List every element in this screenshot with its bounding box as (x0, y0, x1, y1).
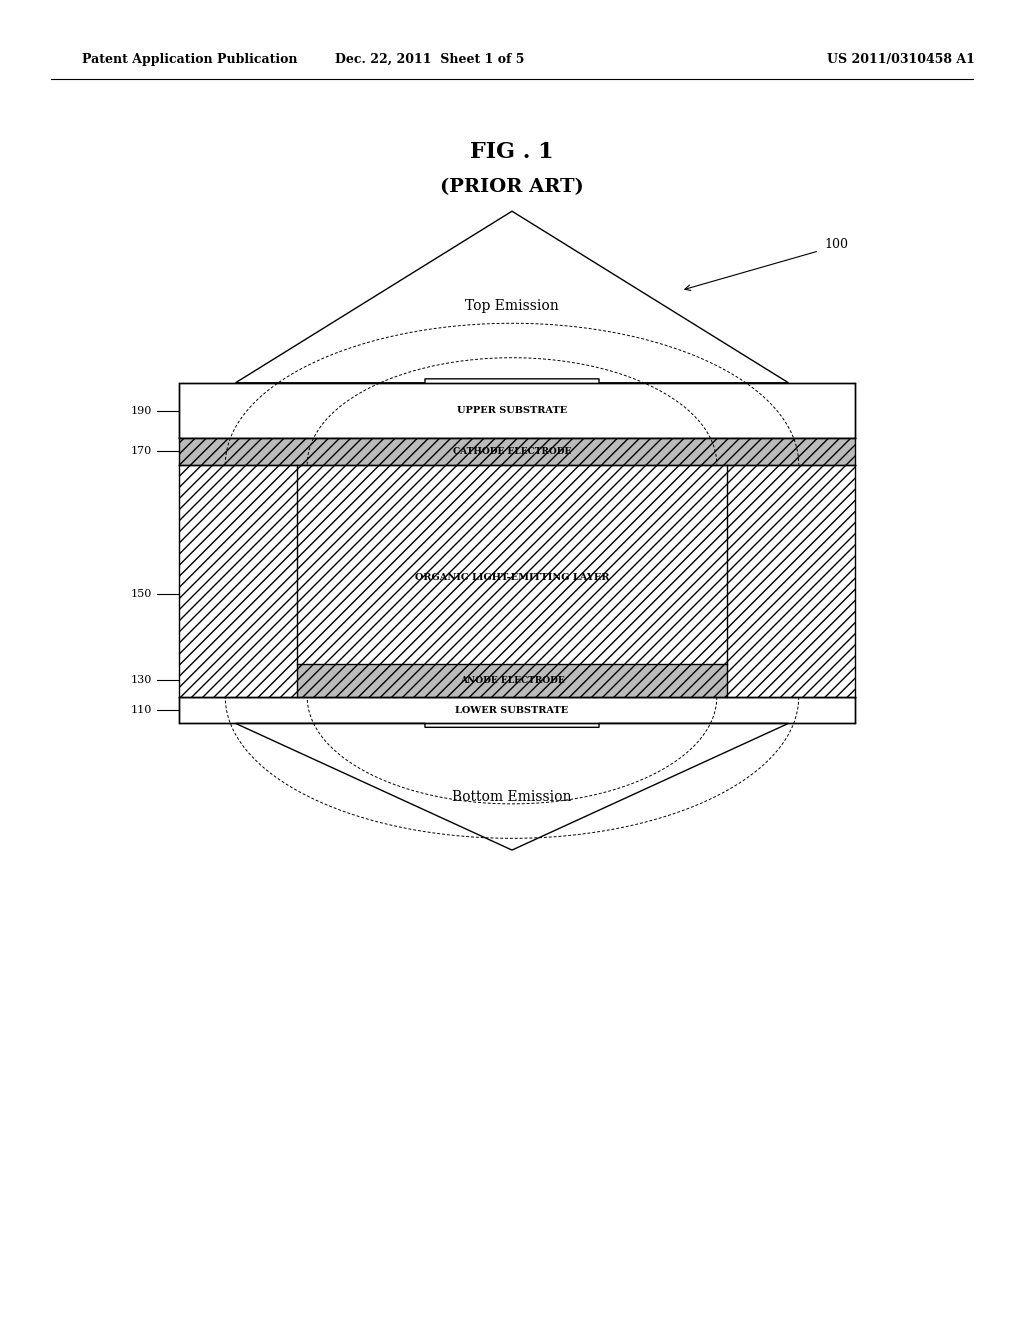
Bar (297, 664, 727, 697)
Bar (179, 697, 855, 723)
Text: UPPER SUBSTRATE: UPPER SUBSTRATE (457, 407, 567, 414)
Text: Top Emission: Top Emission (465, 300, 559, 313)
Text: LOWER SUBSTRATE: LOWER SUBSTRATE (456, 706, 568, 714)
Bar (179, 383, 855, 438)
Text: 150: 150 (130, 589, 152, 599)
Text: (PRIOR ART): (PRIOR ART) (440, 178, 584, 197)
Bar (179, 465, 297, 697)
Text: ANODE ELECTRODE: ANODE ELECTRODE (460, 676, 564, 685)
Text: 110: 110 (130, 705, 152, 715)
Text: 190: 190 (130, 405, 152, 416)
Text: Patent Application Publication: Patent Application Publication (82, 53, 297, 66)
Bar (727, 465, 855, 697)
Bar (179, 438, 855, 465)
Text: CATHODE ELECTRODE: CATHODE ELECTRODE (453, 447, 571, 455)
Text: ORGANIC LIGHT-EMITTING LAYER: ORGANIC LIGHT-EMITTING LAYER (415, 573, 609, 582)
Text: US 2011/0310458 A1: US 2011/0310458 A1 (827, 53, 975, 66)
Bar (297, 465, 727, 664)
Text: 100: 100 (824, 238, 848, 251)
Text: FIG . 1: FIG . 1 (470, 141, 554, 162)
Text: 130: 130 (130, 676, 152, 685)
Text: Dec. 22, 2011  Sheet 1 of 5: Dec. 22, 2011 Sheet 1 of 5 (336, 53, 524, 66)
Text: Bottom Emission: Bottom Emission (453, 791, 571, 804)
Text: 170: 170 (130, 446, 152, 457)
